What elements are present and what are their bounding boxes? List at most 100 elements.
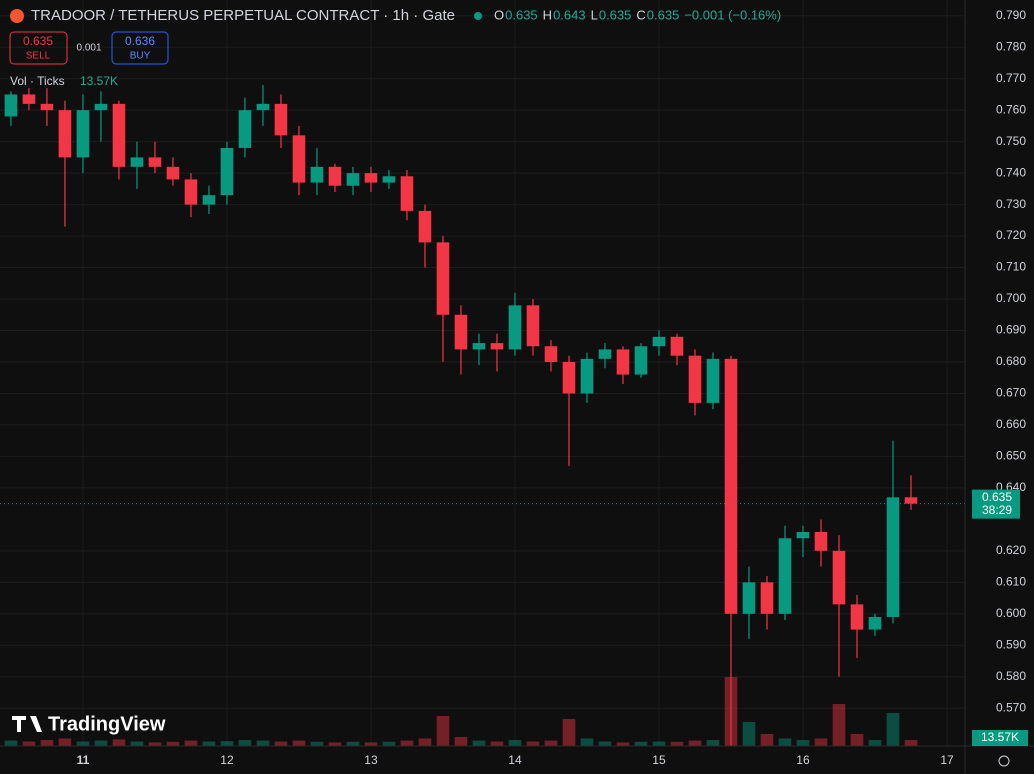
candle-body (526, 305, 540, 347)
candle-body (328, 166, 342, 186)
candle-body (238, 110, 252, 148)
y-tick-label: 0.720 (996, 228, 1026, 242)
volume-axis-box (972, 730, 1028, 746)
logo-icon (12, 716, 42, 732)
candle-body (616, 349, 630, 375)
candle-body (742, 582, 756, 614)
volume-bar (382, 741, 396, 746)
volume-bar (130, 741, 144, 746)
candle-body (310, 166, 324, 183)
y-tick-label: 0.790 (996, 8, 1026, 22)
candle-body (184, 179, 198, 205)
last-price-box (972, 489, 1020, 519)
candle-body (436, 242, 450, 315)
y-tick-label: 0.650 (996, 449, 1026, 463)
y-tick-label: 0.580 (996, 669, 1026, 683)
candle-body (148, 157, 162, 167)
volume-bar (364, 742, 378, 746)
y-tick-label: 0.590 (996, 637, 1026, 651)
volume-bar (526, 741, 540, 746)
candle-body (724, 358, 738, 614)
x-tick-label: 11 (77, 753, 90, 767)
candle-body (346, 173, 360, 186)
candle-body (490, 343, 504, 350)
candle-body (40, 103, 54, 111)
volume-bar (760, 734, 774, 746)
candle-body (166, 166, 180, 180)
volume-bar (76, 741, 90, 746)
volume-bar (220, 741, 234, 746)
volume-bar (166, 741, 180, 746)
y-tick-label: 0.620 (996, 543, 1026, 557)
volume-bar (148, 742, 162, 746)
candle-body (706, 358, 720, 403)
volume-bar (58, 738, 72, 746)
volume-bar (706, 740, 720, 746)
settings-button[interactable] (998, 755, 1010, 767)
ohlc-key: H (543, 7, 552, 22)
volume-bar (328, 742, 342, 746)
symbol-title: TRADOOR / TETHERUS PERPETUAL CONTRACT · … (31, 7, 455, 24)
last-price-label: 0.635 (982, 490, 1012, 504)
market-status (474, 12, 482, 20)
volume-bar (4, 740, 18, 746)
volume-bar (814, 738, 828, 746)
candle-body (400, 176, 414, 211)
plot (0, 84, 965, 746)
x-tick-label: 13 (364, 753, 378, 767)
x-tick-label: 17 (940, 753, 954, 767)
candle-body (130, 157, 144, 167)
candle-body (904, 497, 918, 504)
volume-bar (256, 740, 270, 746)
candle-body (760, 582, 774, 614)
buy-price: 0.636 (125, 34, 155, 48)
volume-bar (904, 740, 918, 746)
y-tick-label: 0.570 (996, 700, 1026, 714)
candle-body (850, 604, 864, 630)
volume-bar (688, 740, 702, 746)
y-tick-label: 0.690 (996, 323, 1026, 337)
sell-label: SELL (26, 51, 51, 62)
ohlc-key: C (636, 7, 645, 22)
candle-body (778, 538, 792, 614)
volume-bar (238, 740, 252, 746)
y-tick-label: 0.770 (996, 71, 1026, 85)
y-tick-label: 0.700 (996, 291, 1026, 305)
x-tick-label: 14 (508, 753, 522, 767)
spread: 0.001 (76, 43, 101, 54)
volume-bar (580, 738, 594, 746)
logo: TradingView (48, 713, 166, 735)
ohlc-key: L (591, 7, 598, 22)
volume-bar (652, 741, 666, 746)
volume-bar (202, 741, 216, 746)
volume-bar (310, 741, 324, 746)
volume-bar (112, 739, 126, 746)
x-tick-label: 15 (652, 753, 666, 767)
candle-body (688, 355, 702, 403)
candle-body (256, 103, 270, 111)
ohlc-value: 0.643 (553, 7, 586, 22)
x-tick-label: 16 (796, 753, 810, 767)
ohlc-value: 0.635 (647, 7, 680, 22)
candle-body (598, 349, 612, 359)
volume-bar (868, 740, 882, 746)
volume-bar (400, 740, 414, 746)
volume-bar (418, 738, 432, 746)
candle-body (4, 94, 18, 117)
candle-body (472, 343, 486, 350)
candle-body (22, 94, 36, 104)
candle-body (292, 135, 306, 183)
candle-body (832, 550, 846, 605)
volume-bar (598, 741, 612, 746)
x-tick-label: 12 (220, 753, 234, 767)
grid (0, 0, 965, 746)
volume-bar (508, 740, 522, 746)
y-tick-label: 0.730 (996, 197, 1026, 211)
y-tick-label: 0.670 (996, 386, 1026, 400)
buy-button[interactable] (111, 31, 169, 65)
volume-bar (850, 734, 864, 746)
candle-body (508, 305, 522, 350)
candle-body (868, 616, 882, 630)
sell-button[interactable] (9, 31, 68, 65)
